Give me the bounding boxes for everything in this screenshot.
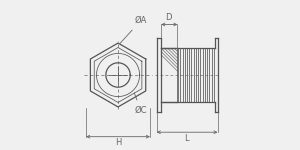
Text: H: H — [115, 138, 121, 147]
Text: ØA: ØA — [120, 16, 147, 44]
Text: ØC: ØC — [134, 93, 147, 114]
Text: D: D — [166, 13, 172, 22]
Text: L: L — [184, 134, 189, 143]
